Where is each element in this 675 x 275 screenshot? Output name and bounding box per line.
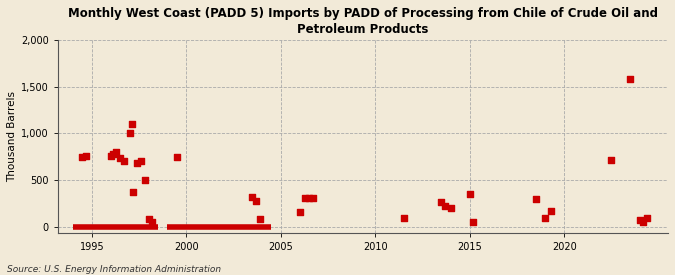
Point <box>107 152 118 156</box>
Point <box>126 122 137 126</box>
Point <box>247 195 258 199</box>
Point <box>300 196 310 200</box>
Point <box>111 150 122 154</box>
Point <box>446 206 456 210</box>
Point <box>294 210 305 214</box>
Point <box>606 157 617 162</box>
Point <box>464 192 475 196</box>
Point <box>128 190 139 194</box>
Point <box>439 204 450 208</box>
Point <box>124 131 135 136</box>
Point <box>105 154 116 158</box>
Point <box>115 156 126 160</box>
Point <box>147 220 158 224</box>
Point <box>251 199 262 203</box>
Point <box>304 196 315 200</box>
Point <box>132 161 142 166</box>
Point <box>398 215 409 220</box>
Point <box>625 77 636 81</box>
Text: Source: U.S. Energy Information Administration: Source: U.S. Energy Information Administ… <box>7 265 221 274</box>
Point <box>634 218 645 222</box>
Point <box>254 217 265 222</box>
Point <box>308 196 319 200</box>
Point <box>468 220 479 224</box>
Point <box>77 155 88 159</box>
Point <box>642 215 653 220</box>
Point <box>81 154 92 158</box>
Point <box>531 197 541 201</box>
Point <box>540 215 551 220</box>
Point <box>119 159 130 164</box>
Point <box>136 159 146 164</box>
Point <box>436 199 447 204</box>
Point <box>545 209 556 213</box>
Point <box>143 217 154 222</box>
Y-axis label: Thousand Barrels: Thousand Barrels <box>7 91 17 182</box>
Point <box>638 220 649 224</box>
Point <box>171 155 182 159</box>
Point <box>139 178 150 182</box>
Title: Monthly West Coast (PADD 5) Imports by PADD of Processing from Chile of Crude Oi: Monthly West Coast (PADD 5) Imports by P… <box>68 7 658 36</box>
